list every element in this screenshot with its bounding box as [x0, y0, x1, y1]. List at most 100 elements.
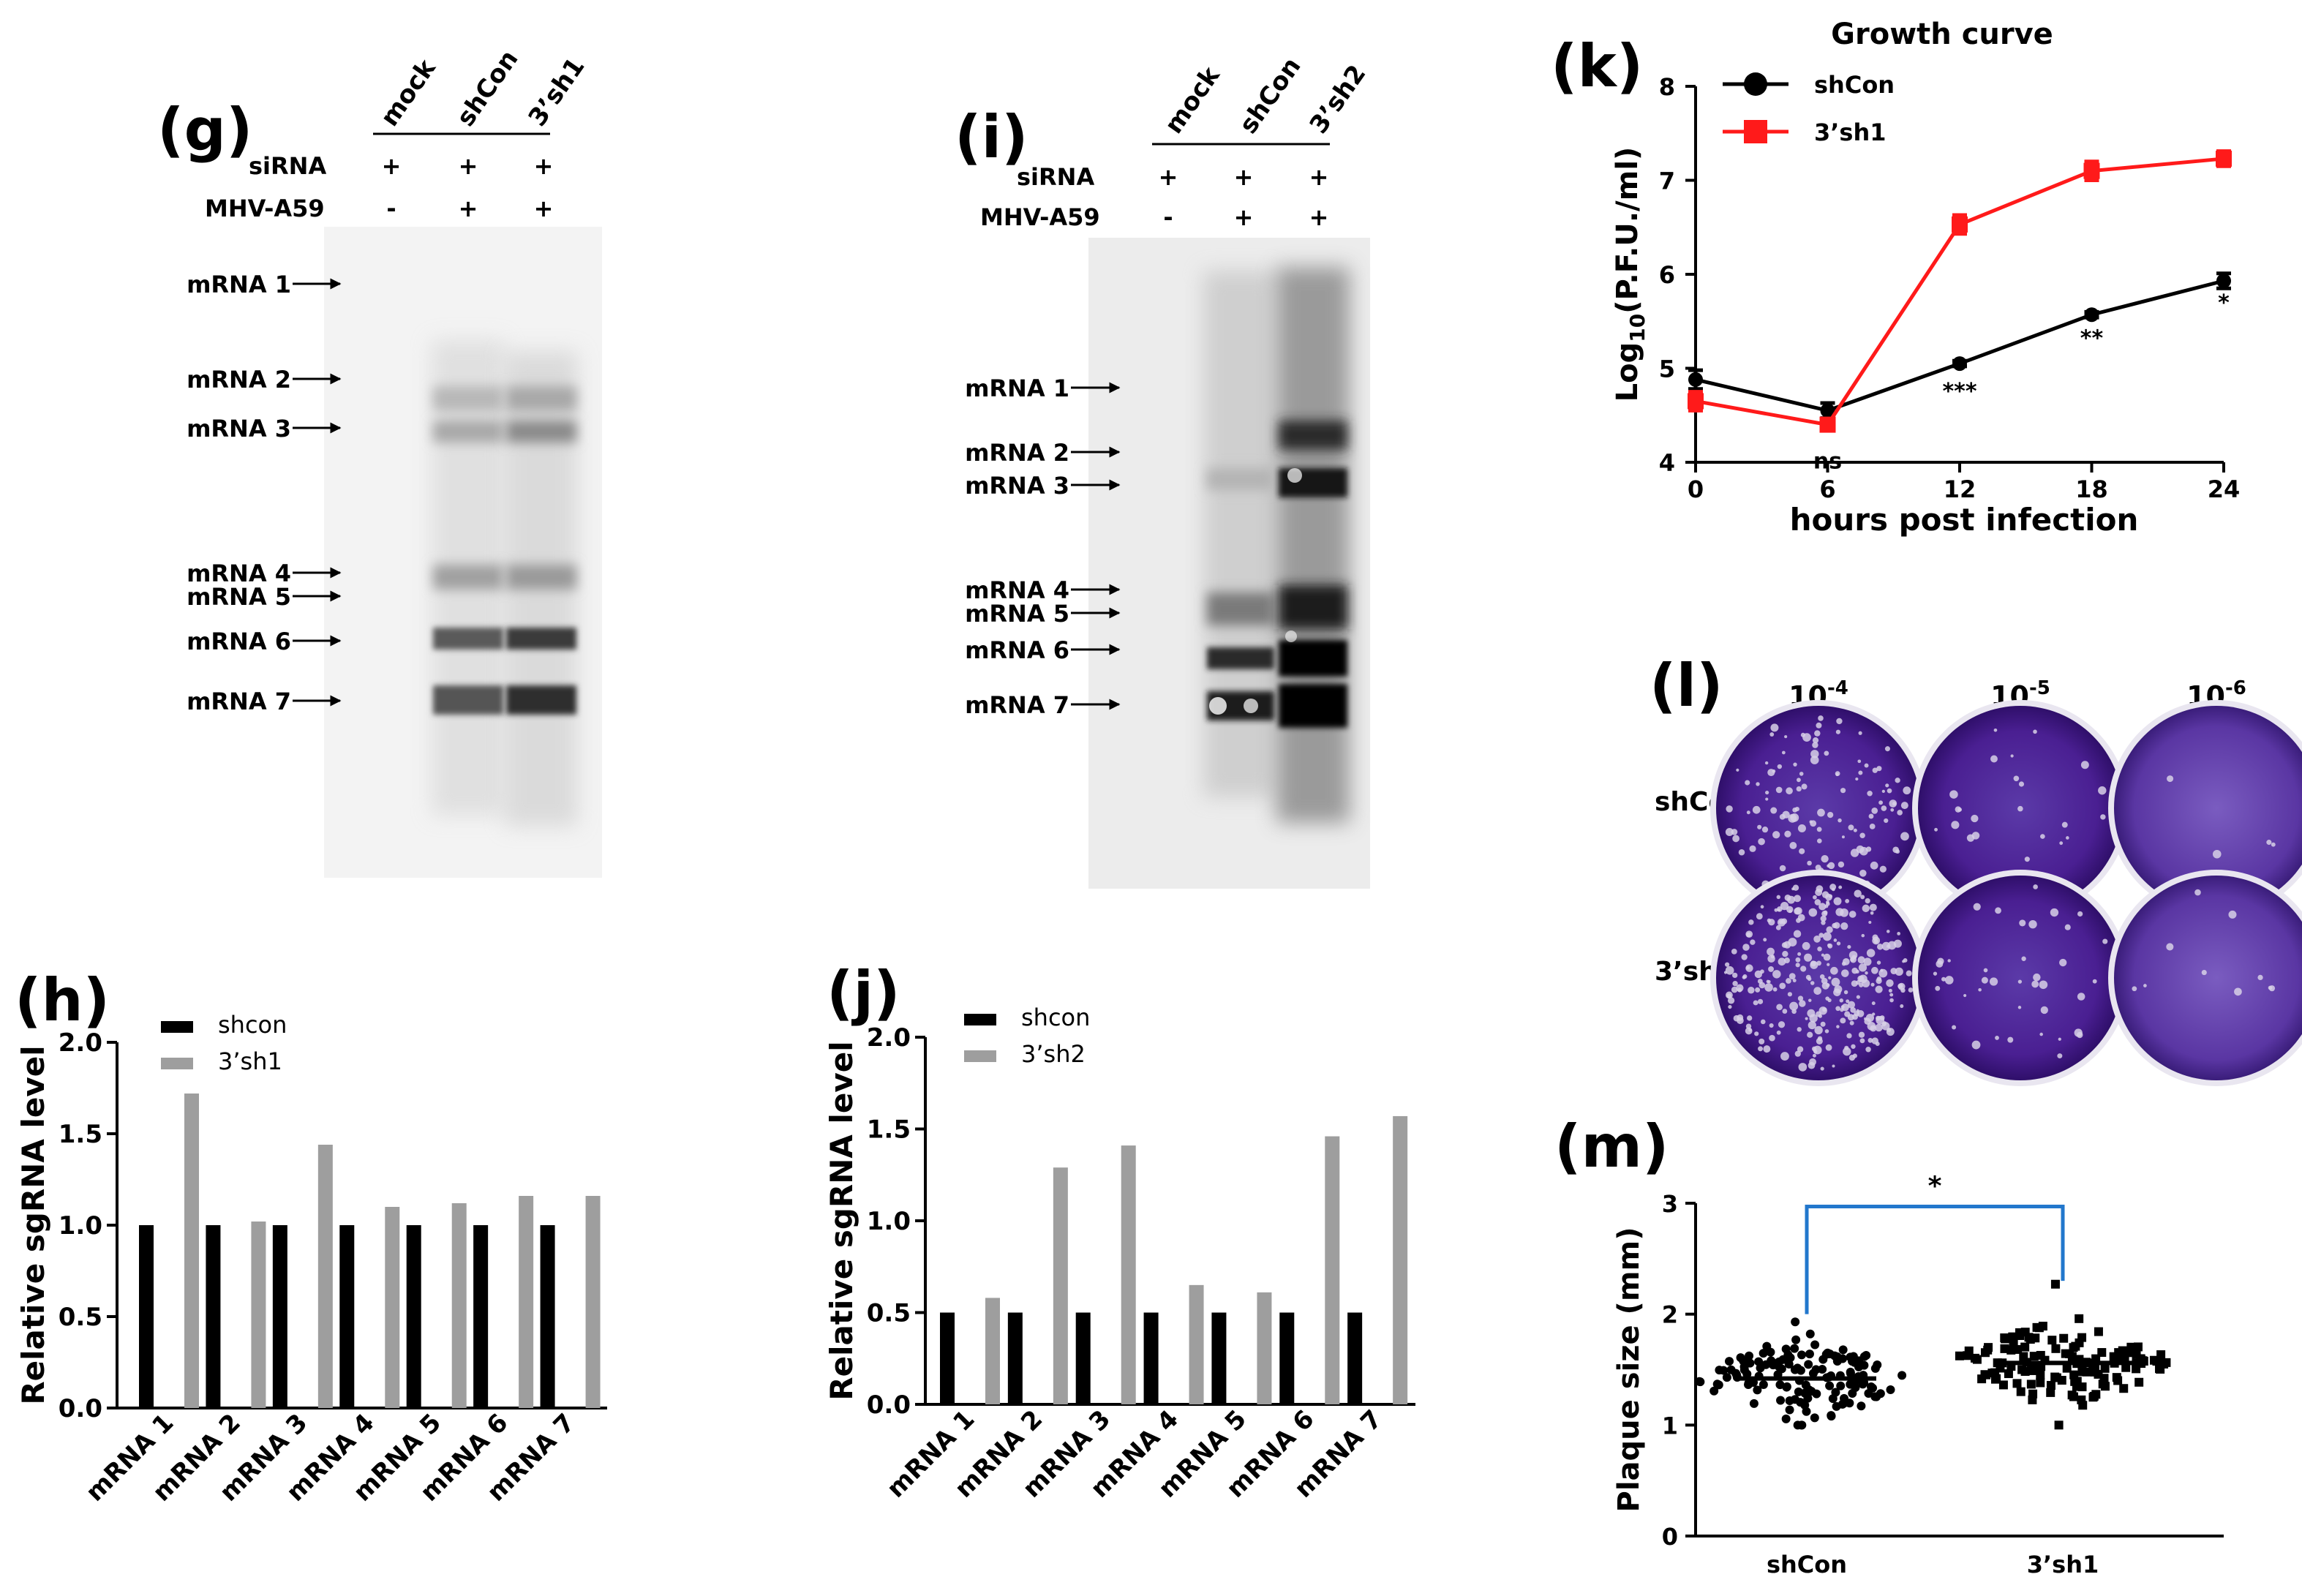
point-3sh1: [2020, 1367, 2030, 1377]
plaque-dot: [1865, 897, 1870, 904]
panel-l-label: (l): [1650, 652, 1723, 720]
point-shCon: [1800, 1388, 1810, 1398]
point-shCon: [1805, 1329, 1815, 1339]
plaque-dot: [1843, 1047, 1851, 1056]
bar-shcon-3: [272, 1225, 287, 1408]
point-shCon: [1745, 1358, 1755, 1368]
y-tick-label: 0: [1662, 1523, 1678, 1551]
bar-3sh2-2: [1053, 1167, 1068, 1404]
plaque-dot: [2066, 836, 2069, 840]
plaque-dot: [1885, 783, 1889, 788]
plaque-dot: [1789, 1001, 1799, 1011]
plaque-dot: [1875, 1023, 1883, 1032]
plaque-dot: [2234, 987, 2242, 996]
plaque-dot: [1872, 767, 1878, 773]
mhv-shcon-sign: +: [459, 195, 478, 222]
plaque-dot: [1850, 1006, 1857, 1013]
bar-shcon-1: [940, 1312, 955, 1404]
plaque-dot: [1840, 1017, 1846, 1024]
plaque-dot: [1832, 887, 1835, 892]
plaque-dot: [1810, 750, 1819, 759]
plaque-dot: [1814, 899, 1821, 906]
plaque-dot: [2266, 840, 2272, 846]
plaque-dot: [1842, 958, 1850, 965]
plaque-dot: [1835, 908, 1844, 916]
plaque-dot: [1768, 965, 1775, 972]
plaque-dot: [2092, 979, 2097, 984]
bar-3sh2-7: [1393, 1115, 1408, 1404]
plaque-dot: [1900, 987, 1906, 993]
plaque-dot: [1761, 826, 1769, 833]
point-3sh1: [2067, 1390, 2077, 1400]
plaque-dot: [1724, 962, 1730, 967]
plaque-dot: [1884, 746, 1890, 752]
plaque-dot: [1747, 1015, 1753, 1021]
point-shcon-6: [1820, 403, 1835, 418]
plaque-dot: [1869, 903, 1877, 911]
panel-g-northern-blot: (g) mock shCon 3’sh1 siRNA + + + MHV-A59…: [157, 45, 602, 878]
plaque-dot: [1878, 800, 1884, 805]
plaque-dot: [1802, 733, 1811, 742]
mhv-i-mock-sign: -: [1163, 203, 1173, 231]
plaque-dot: [1833, 897, 1842, 906]
plate-r2-c2: [1918, 876, 2123, 1080]
plaque-dot: [1728, 1004, 1732, 1009]
plaque-dot: [1895, 778, 1900, 783]
point-3sh1: [2059, 1333, 2069, 1343]
point-shCon: [1827, 1411, 1836, 1420]
point-3sh1: [2019, 1352, 2028, 1361]
plaque-dot: [1846, 999, 1850, 1004]
point-3sh1: [2088, 1393, 2098, 1402]
x-tick-label: 24: [2208, 475, 2241, 503]
plaque-dot: [1895, 849, 1900, 854]
plaque-dot: [1765, 797, 1769, 801]
plaque-dot: [2257, 974, 2263, 981]
point-3sh1: [2094, 1369, 2103, 1379]
plaque-dot: [1892, 802, 1897, 806]
panel-l-plaque-plates: (l) 10-4 10-5 10-6 shCon 3’sh1: [1650, 652, 2302, 1086]
plaque-dot: [1856, 995, 1860, 999]
point-shCon: [1722, 1373, 1731, 1382]
plaque-dot: [1732, 835, 1740, 843]
plaque-dot: [2033, 884, 2038, 889]
plaque-dot: [1870, 861, 1878, 870]
plaque-dot: [1817, 838, 1822, 843]
plaque-dot: [1844, 1011, 1851, 1017]
plaque-dot: [1760, 905, 1764, 909]
y-tick-label: 0.5: [59, 1303, 102, 1332]
plaque-dot: [1995, 1036, 1999, 1040]
plaque-dot: [1808, 908, 1818, 917]
plaque-dot: [1832, 1064, 1835, 1068]
x-tick-label: 6: [1819, 475, 1835, 503]
plaque-dot: [1895, 967, 1903, 976]
legend-label: shcon: [218, 1011, 287, 1039]
point-3sh1: [2075, 1314, 2084, 1323]
y-axis-title: Plaque size (mm): [1612, 1227, 1646, 1513]
point-shCon: [1745, 1351, 1754, 1360]
significance-label: *: [2218, 290, 2230, 316]
plaque-dot: [1725, 827, 1734, 837]
plaque-dot: [1818, 903, 1827, 911]
point-shCon: [1807, 1386, 1816, 1396]
plaque-dot: [1817, 808, 1825, 817]
plaque-dot: [2021, 956, 2026, 961]
blot-i-markers: mRNA 1 mRNA 2 mRNA 3 mRNA 4 mRNA 5 mRNA …: [965, 374, 1121, 719]
plaque-dot: [1820, 1021, 1826, 1027]
plaque-dot: [2077, 911, 2083, 917]
plaque-dot: [1835, 771, 1840, 777]
marker-i-mrna3: mRNA 3: [965, 472, 1069, 500]
point-shCon: [1786, 1353, 1795, 1363]
plaque-dot: [1886, 930, 1890, 933]
plaque-dot: [2077, 993, 2085, 1001]
plaque-dot: [1889, 993, 1894, 997]
plaque-dot: [1865, 1046, 1871, 1053]
panel-g-label: (g): [157, 96, 252, 164]
plaque-dot: [1821, 953, 1825, 957]
plaque-dot: [1757, 979, 1763, 985]
bar-shcon-2: [206, 1225, 221, 1408]
plaque-dot: [1955, 806, 1962, 813]
plaque-dot: [1784, 894, 1791, 901]
y-tick-label: 4: [1659, 449, 1675, 477]
point-3sh1: [2126, 1342, 2136, 1352]
